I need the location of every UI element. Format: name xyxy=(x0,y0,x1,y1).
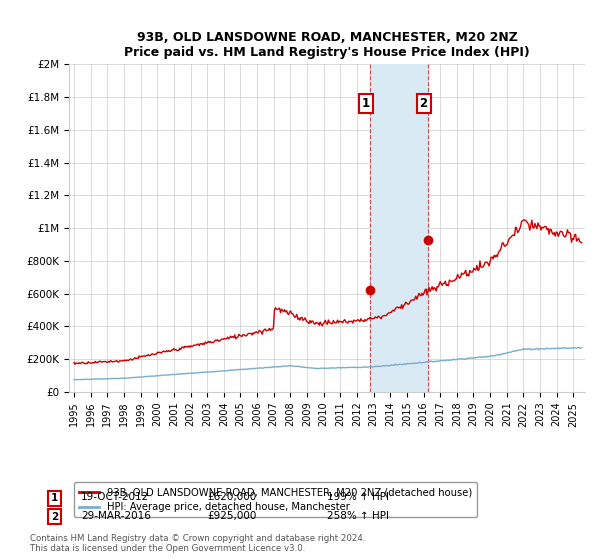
Text: £925,000: £925,000 xyxy=(207,511,256,521)
Text: 19-OCT-2012: 19-OCT-2012 xyxy=(81,492,149,502)
Text: 2: 2 xyxy=(51,512,58,522)
Text: £620,000: £620,000 xyxy=(207,492,256,502)
Text: 29-MAR-2016: 29-MAR-2016 xyxy=(81,511,151,521)
Title: 93B, OLD LANSDOWNE ROAD, MANCHESTER, M20 2NZ
Price paid vs. HM Land Registry's H: 93B, OLD LANSDOWNE ROAD, MANCHESTER, M20… xyxy=(124,31,530,59)
Text: 258% ↑ HPI: 258% ↑ HPI xyxy=(327,511,389,521)
Text: 1: 1 xyxy=(362,97,370,110)
Text: 199% ↑ HPI: 199% ↑ HPI xyxy=(327,492,389,502)
Text: 2: 2 xyxy=(419,97,428,110)
Text: 1: 1 xyxy=(51,493,58,503)
Text: Contains HM Land Registry data © Crown copyright and database right 2024.
This d: Contains HM Land Registry data © Crown c… xyxy=(30,534,365,553)
Bar xyxy=(370,64,428,392)
Legend: 93B, OLD LANSDOWNE ROAD, MANCHESTER, M20 2NZ (detached house), HPI: Average pric: 93B, OLD LANSDOWNE ROAD, MANCHESTER, M20… xyxy=(74,482,477,517)
